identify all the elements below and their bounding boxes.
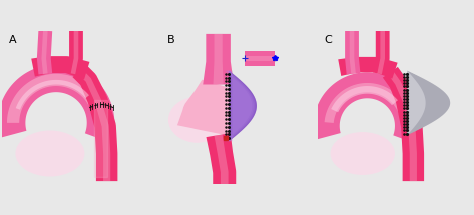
Polygon shape xyxy=(377,31,385,74)
Text: B: B xyxy=(166,35,174,45)
Polygon shape xyxy=(407,71,450,135)
Polygon shape xyxy=(0,64,114,143)
Polygon shape xyxy=(66,31,83,75)
Polygon shape xyxy=(37,31,52,74)
Polygon shape xyxy=(229,71,257,141)
Polygon shape xyxy=(16,80,89,110)
Polygon shape xyxy=(207,133,236,184)
Polygon shape xyxy=(71,31,78,74)
Polygon shape xyxy=(226,71,254,141)
Ellipse shape xyxy=(15,131,84,177)
Polygon shape xyxy=(245,56,275,61)
Polygon shape xyxy=(345,31,360,74)
Text: C: C xyxy=(324,35,332,45)
Polygon shape xyxy=(203,34,234,84)
Polygon shape xyxy=(383,67,424,181)
Polygon shape xyxy=(225,71,252,141)
Polygon shape xyxy=(213,34,224,84)
Polygon shape xyxy=(77,69,110,181)
Polygon shape xyxy=(407,71,426,135)
Ellipse shape xyxy=(330,132,395,175)
Polygon shape xyxy=(94,100,107,177)
Polygon shape xyxy=(373,31,390,75)
Polygon shape xyxy=(229,71,257,141)
Polygon shape xyxy=(7,74,102,123)
Polygon shape xyxy=(388,71,417,181)
Polygon shape xyxy=(331,86,398,112)
Polygon shape xyxy=(228,71,255,141)
Polygon shape xyxy=(31,56,90,80)
Text: A: A xyxy=(9,35,16,45)
Polygon shape xyxy=(245,51,275,66)
Polygon shape xyxy=(325,83,408,123)
Ellipse shape xyxy=(168,97,226,143)
Polygon shape xyxy=(42,31,47,74)
Polygon shape xyxy=(215,134,228,184)
Polygon shape xyxy=(350,31,356,74)
Polygon shape xyxy=(177,80,235,136)
Polygon shape xyxy=(407,71,450,135)
Polygon shape xyxy=(73,64,118,181)
Polygon shape xyxy=(338,57,398,79)
Polygon shape xyxy=(314,72,421,144)
